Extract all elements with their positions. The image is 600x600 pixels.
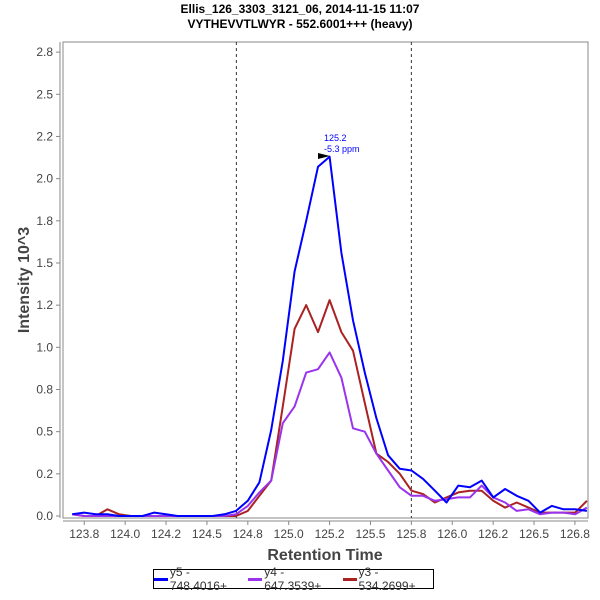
legend-swatch	[248, 577, 263, 581]
y-tick-label: 1.8	[36, 214, 53, 228]
x-tick-label: 125.0	[274, 527, 304, 541]
x-tick-label: 124.0	[110, 527, 140, 541]
y-tick-label: 2.0	[36, 172, 53, 186]
legend-item-y4[interactable]: y4 - 647.3539+	[248, 565, 338, 593]
x-tick-label: 124.2	[151, 527, 181, 541]
x-tick-label: 125.8	[396, 527, 426, 541]
x-tick-label: 124.8	[233, 527, 263, 541]
peak-arrow-icon	[318, 153, 330, 159]
annotation-rt: 125.2	[324, 133, 347, 143]
legend-swatch	[154, 577, 168, 581]
y-axis: 0.0 0.2 0.5 0.8 1.0 1.2 1.5 1.8 2.0 2.2 2.5 2.8	[36, 42, 61, 523]
y-tick-label: 0.8	[36, 382, 53, 396]
y-tick-label: 1.2	[36, 298, 53, 312]
series-line-y5	[72, 155, 588, 517]
x-tick-label: 125.2	[315, 527, 345, 541]
peak-annotation: 125.2 -5.3 ppm	[318, 133, 360, 159]
x-tick-label: 126.2	[478, 527, 508, 541]
legend: y5 - 748.4016+ y4 - 647.3539+ y3 - 534.2…	[153, 565, 434, 593]
y-tick-label: 2.2	[36, 129, 53, 143]
x-tick-label: 123.8	[69, 527, 99, 541]
x-tick-label: 126.8	[560, 527, 590, 541]
legend-label: y4 - 647.3539+	[264, 565, 322, 593]
x-axis: 123.8 124.0 124.2 124.5 124.8 125.0 125.2 125.5…	[63, 520, 590, 541]
chart-subtitle: VYTHEVVTLWYR - 552.6001+++ (heavy)	[187, 17, 413, 31]
x-axis-label: Retention Time	[267, 547, 382, 564]
legend-label: y3 - 534.2699+	[358, 565, 416, 593]
y-tick-label: 2.8	[36, 45, 53, 59]
chart-title: Ellis_126_3303_3121_06, 2014-11-15 11:07…	[0, 2, 600, 32]
y-tick-label: 0.2	[36, 467, 53, 481]
y-axis-label: Intensity 10^3	[16, 227, 33, 333]
x-tick-label: 124.5	[192, 527, 222, 541]
chart-title-line1: Ellis_126_3303_3121_06, 2014-11-15 11:07	[180, 2, 420, 16]
y-tick-label: 0.5	[36, 425, 53, 439]
plot-area	[62, 41, 589, 519]
x-tick-label: 126.5	[519, 527, 549, 541]
legend-swatch	[342, 577, 357, 581]
legend-item-y5[interactable]: y5 - 748.4016+	[154, 565, 244, 593]
legend-label: y5 - 748.4016+	[169, 565, 227, 593]
y-tick-label: 0.0	[36, 509, 53, 523]
legend-item-y3[interactable]: y3 - 534.2699+	[342, 565, 433, 593]
annotation-ppm: -5.3 ppm	[324, 144, 360, 154]
y-tick-label: 1.5	[36, 256, 53, 270]
x-tick-label: 125.5	[355, 527, 385, 541]
y-tick-label: 1.0	[36, 340, 53, 354]
series-line-y4	[72, 351, 588, 517]
y-tick-label: 2.5	[36, 87, 53, 101]
x-tick-label: 126.0	[437, 527, 467, 541]
